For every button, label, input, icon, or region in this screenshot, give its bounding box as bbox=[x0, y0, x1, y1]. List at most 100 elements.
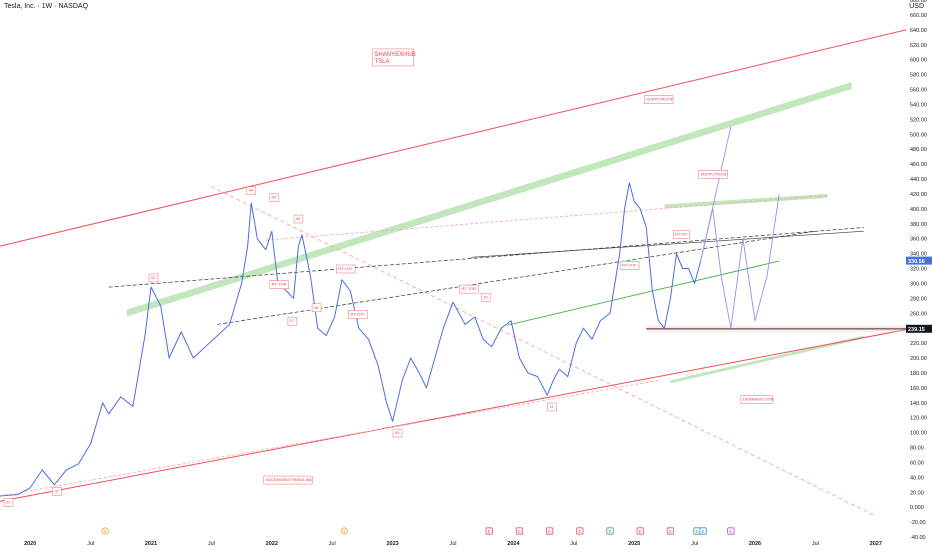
event-marker[interactable] bbox=[101, 527, 109, 535]
x-tick-label: Jul bbox=[570, 541, 577, 547]
annotation-text: SHANYEXHUB bbox=[374, 52, 415, 58]
projection-alt-path[interactable] bbox=[700, 126, 732, 262]
annotation-text: RT-LTR bbox=[350, 311, 364, 316]
x-tick-label: Jul bbox=[87, 541, 94, 547]
x-tick-label: Jul bbox=[329, 541, 336, 547]
annotation-box bbox=[644, 95, 674, 104]
y-tick-label: 540.00 bbox=[910, 102, 927, 108]
y-tick-label: 340.00 bbox=[910, 252, 927, 258]
event-label: E bbox=[702, 529, 705, 534]
annotation-text: RT-TOR bbox=[272, 282, 287, 287]
annotation-box bbox=[52, 487, 62, 496]
y-tick-label: 220.00 bbox=[910, 341, 927, 347]
event-label: E bbox=[578, 529, 581, 534]
current-price-tag-bg bbox=[906, 256, 932, 265]
y-tick-label: 0.000 bbox=[910, 505, 924, 511]
annotation-text: RT-TOR bbox=[461, 286, 476, 291]
event-marker[interactable] bbox=[727, 527, 735, 535]
annotation-text: 03 bbox=[151, 275, 156, 280]
y-tick-label: -20.00 bbox=[910, 520, 926, 526]
mid-green-zone[interactable] bbox=[664, 193, 828, 209]
annotation-box bbox=[293, 214, 304, 224]
y-tick-label: 260.00 bbox=[910, 311, 927, 317]
x-tick-label: Jul bbox=[208, 541, 215, 547]
price-line[interactable] bbox=[0, 182, 702, 497]
projection-path[interactable] bbox=[700, 193, 780, 329]
lower-green-zone[interactable] bbox=[670, 335, 864, 384]
annotation-text: RT-LTR bbox=[622, 262, 636, 267]
channel-bottom-line[interactable] bbox=[0, 329, 907, 502]
annotation-box bbox=[263, 475, 313, 485]
annotation-box bbox=[246, 186, 257, 195]
x-tick-label: Jul bbox=[691, 541, 698, 547]
annotation-text: 02 bbox=[54, 488, 59, 493]
upper-green-zone[interactable] bbox=[126, 82, 852, 317]
annotation-box bbox=[372, 48, 414, 67]
event-label: E bbox=[548, 529, 551, 534]
event-label: $ bbox=[343, 529, 346, 534]
event-marker[interactable] bbox=[699, 527, 707, 535]
annotation-text: 01 bbox=[6, 499, 11, 504]
annotation-text: 09 bbox=[395, 430, 400, 435]
annotation-box bbox=[547, 402, 557, 412]
y-tick-label: 620.00 bbox=[910, 43, 927, 49]
event-marker[interactable] bbox=[606, 527, 614, 535]
event-marker[interactable] bbox=[515, 527, 524, 535]
annotation-text: SUPPLYROOF bbox=[646, 97, 674, 102]
x-tick-label: 2027 bbox=[870, 541, 882, 547]
green-rising-line[interactable] bbox=[507, 260, 780, 326]
y-tick-label: 500.00 bbox=[910, 132, 927, 138]
x-tick-label: 2021 bbox=[145, 541, 157, 547]
event-marker[interactable] bbox=[485, 527, 493, 535]
event-marker[interactable] bbox=[666, 527, 675, 535]
annotation-text: 05 bbox=[272, 194, 277, 199]
y-tick-label: 420.00 bbox=[910, 192, 927, 198]
y-tick-label: 360.00 bbox=[910, 237, 927, 243]
y-tick-label: 60.00 bbox=[910, 460, 924, 466]
y-tick-label: 40.00 bbox=[910, 475, 924, 481]
annotation-text: SUPPLYROOF bbox=[701, 171, 729, 176]
pink-dash-line[interactable] bbox=[265, 195, 828, 241]
x-tick-label: 2022 bbox=[266, 541, 278, 547]
y-tick-label: 560.00 bbox=[910, 88, 927, 94]
black-trendline-3[interactable] bbox=[471, 230, 864, 258]
support-price-tag: 239.15 bbox=[908, 327, 925, 333]
y-tick-label: -40.00 bbox=[910, 535, 926, 541]
annotation-text: ASCENDINGTRENDLINE bbox=[266, 477, 313, 482]
y-tick-label: 320.00 bbox=[910, 267, 927, 273]
y-tick-label: 640.00 bbox=[910, 28, 927, 34]
x-tick-label: 2025 bbox=[628, 541, 640, 547]
black-trendline-2[interactable] bbox=[217, 230, 816, 325]
annotation-box bbox=[311, 303, 322, 313]
channel-bottom-dash[interactable] bbox=[0, 379, 659, 497]
y-tick-label: 580.00 bbox=[910, 73, 927, 79]
descending-trendline[interactable] bbox=[211, 186, 876, 517]
event-marker[interactable] bbox=[340, 527, 348, 535]
annotation-box bbox=[673, 230, 690, 239]
annotation-box bbox=[459, 284, 479, 294]
x-tick-label: 2020 bbox=[24, 541, 36, 547]
annotation-text: RT-TR bbox=[675, 232, 687, 237]
annotation-box bbox=[3, 498, 14, 507]
annotation-text: 06 bbox=[296, 216, 301, 221]
annotation-box bbox=[148, 273, 159, 283]
y-tick-label: 680.00 bbox=[910, 0, 927, 4]
event-label: E bbox=[639, 529, 642, 534]
event-label: $ bbox=[104, 529, 107, 534]
annotation-text: 10 bbox=[483, 294, 488, 299]
y-tick-label: 180.00 bbox=[910, 371, 927, 377]
annotation-text: 11 bbox=[550, 404, 555, 409]
channel-top-line[interactable] bbox=[0, 29, 907, 247]
event-marker[interactable] bbox=[546, 527, 554, 535]
current-price-tag: 330.56 bbox=[908, 259, 925, 265]
event-label: E bbox=[518, 529, 521, 534]
event-label: E bbox=[609, 529, 612, 534]
event-marker[interactable] bbox=[576, 527, 584, 535]
y-tick-label: 20.00 bbox=[910, 490, 924, 496]
annotation-box bbox=[269, 193, 280, 202]
black-trendline-1[interactable] bbox=[108, 227, 864, 288]
event-marker[interactable] bbox=[636, 527, 644, 535]
annotation-text: 08 bbox=[314, 305, 319, 310]
